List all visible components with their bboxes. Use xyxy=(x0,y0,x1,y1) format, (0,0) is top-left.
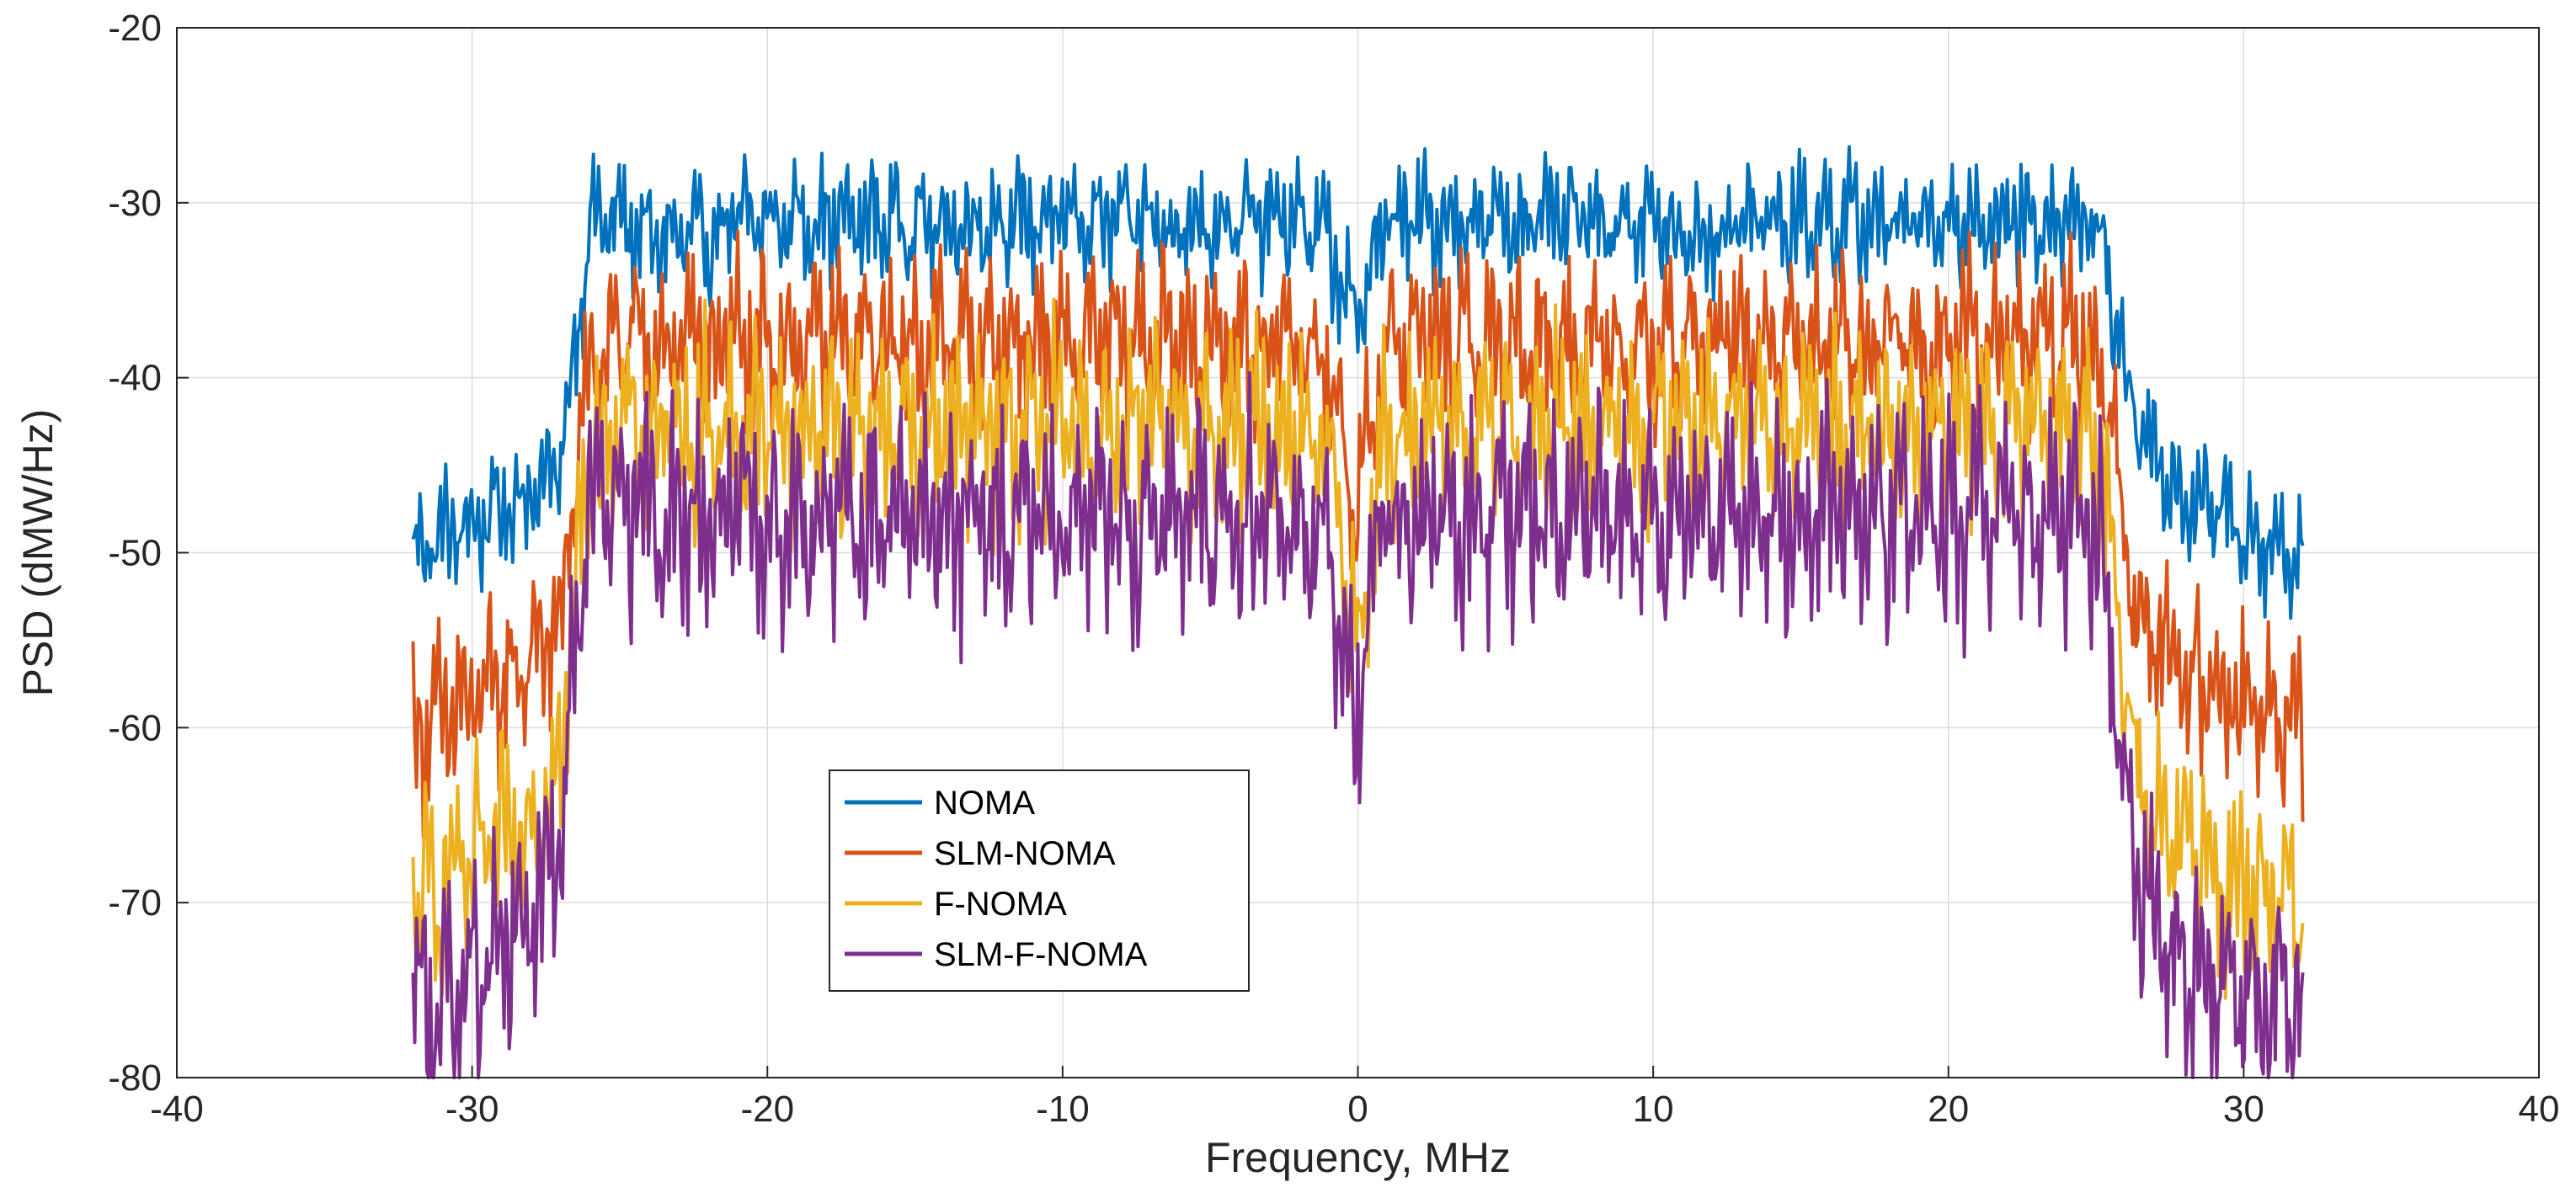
x-tick-label: -40 xyxy=(150,1089,204,1130)
x-tick-label: -30 xyxy=(445,1089,499,1130)
x-tick-label: 10 xyxy=(1633,1089,1674,1130)
y-tick-label: -50 xyxy=(108,533,162,574)
y-axis-label: PSD (dMW/Hz) xyxy=(14,409,61,697)
x-tick-label: 0 xyxy=(1347,1089,1368,1130)
x-tick-label: -20 xyxy=(740,1089,794,1130)
y-tick-label: -20 xyxy=(108,8,162,49)
x-tick-label: 40 xyxy=(2519,1089,2560,1130)
legend-entry-label: SLM-NOMA xyxy=(934,835,1116,872)
y-tick-label: -80 xyxy=(108,1057,162,1099)
legend-entry-label: NOMA xyxy=(934,785,1035,822)
legend-entry-label: SLM-F-NOMA xyxy=(934,936,1148,973)
series-group xyxy=(411,145,2305,1079)
series-line-noma xyxy=(411,145,2305,620)
x-axis-label: Frequency, MHz xyxy=(1205,1134,1511,1181)
series-line-slm-f-noma xyxy=(411,370,2305,1079)
legend-entry-label: F-NOMA xyxy=(934,886,1067,923)
x-tick-label: 30 xyxy=(2223,1089,2264,1130)
x-tick-label: -10 xyxy=(1036,1089,1090,1130)
tick-labels: -40 -30 -20 -10 0 10 20 30 40 -20 -30 -40 -50 -60 -70 -… xyxy=(108,8,2559,1130)
y-tick-label: -30 xyxy=(108,183,162,224)
series-line-f-noma xyxy=(411,297,2305,1012)
y-tick-label: -70 xyxy=(108,882,162,924)
y-tick-label: -40 xyxy=(108,358,162,399)
legend: NOMA SLM-NOMA F-NOMA SLM-F-NOMA xyxy=(829,769,1250,992)
y-tick-label: -60 xyxy=(108,707,162,748)
x-tick-label: 20 xyxy=(1928,1089,1969,1130)
